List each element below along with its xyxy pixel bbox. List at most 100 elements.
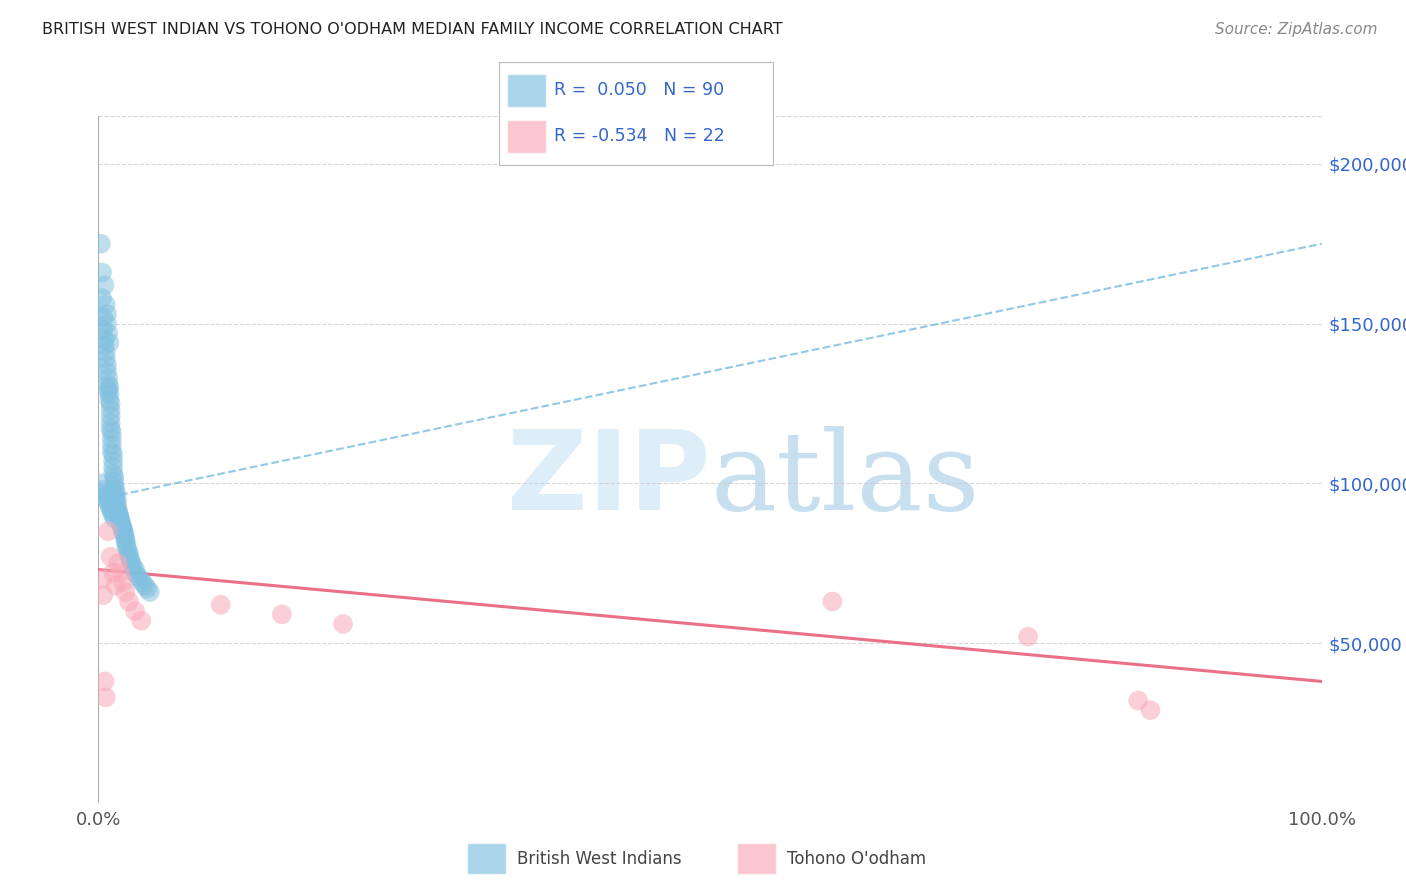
Point (91, 265, 114, 279)
Point (104, 483, 127, 497)
Point (105, 502, 128, 516)
Point (112, 527, 135, 541)
Point (127, 569, 149, 583)
Point (96, 365, 118, 379)
Point (121, 559, 143, 574)
Y-axis label: Median Family Income: Median Family Income (0, 367, 8, 552)
Point (1139, 703, 1161, 717)
Point (104, 578, 127, 592)
Point (97, 371, 120, 385)
Point (91, 310, 114, 325)
Text: atlas: atlas (710, 426, 980, 533)
Point (97, 524, 120, 539)
Point (91, 572, 114, 586)
Text: British West Indians: British West Indians (517, 849, 682, 868)
Point (107, 503, 129, 517)
Point (100, 396, 122, 410)
Point (100, 409, 122, 424)
Point (114, 531, 136, 545)
Text: R = -0.534   N = 22: R = -0.534 N = 22 (554, 128, 724, 145)
Point (103, 475, 125, 489)
Point (93, 339, 115, 353)
Point (136, 582, 159, 596)
Point (101, 467, 124, 481)
Point (91, 323, 114, 337)
Bar (467, 843, 506, 874)
Point (101, 460, 124, 475)
Point (107, 505, 129, 519)
Point (111, 517, 134, 532)
Point (101, 448, 124, 462)
Point (111, 519, 134, 533)
Point (332, 616, 354, 631)
Point (97, 495, 120, 509)
Point (111, 523, 134, 537)
Point (110, 515, 132, 529)
Point (101, 432, 124, 446)
Text: R =  0.050   N = 90: R = 0.050 N = 90 (554, 81, 724, 99)
Point (110, 566, 132, 580)
Point (98, 393, 121, 408)
Point (124, 604, 146, 618)
Point (93, 333, 115, 347)
Point (101, 566, 124, 580)
Point (115, 540, 138, 554)
Point (105, 499, 128, 513)
Point (94, 690, 117, 705)
Point (93, 278, 115, 293)
Point (100, 416, 122, 430)
Point (124, 566, 146, 580)
Point (117, 543, 139, 558)
Point (103, 479, 125, 493)
Point (97, 377, 120, 392)
Point (108, 511, 131, 525)
Point (110, 513, 132, 527)
Bar (508, 74, 546, 106)
Point (91, 483, 114, 497)
Point (107, 556, 129, 570)
Point (105, 495, 128, 509)
Point (129, 572, 152, 586)
Point (1017, 630, 1039, 644)
Point (100, 402, 122, 417)
Point (94, 351, 117, 366)
Point (111, 524, 134, 539)
Point (101, 438, 124, 452)
Point (91, 588, 114, 602)
Text: Source: ZipAtlas.com: Source: ZipAtlas.com (1215, 22, 1378, 37)
Point (100, 502, 122, 516)
Point (101, 505, 124, 519)
Point (115, 537, 138, 551)
Point (97, 326, 120, 341)
Point (112, 525, 135, 540)
Point (101, 454, 124, 468)
Point (110, 516, 132, 531)
Point (118, 547, 141, 561)
Point (93, 486, 115, 500)
Point (120, 556, 142, 570)
Point (98, 380, 121, 394)
Point (98, 499, 121, 513)
Point (134, 578, 156, 592)
Point (100, 422, 122, 436)
Point (101, 425, 124, 440)
Text: Tohono O'odham: Tohono O'odham (787, 849, 927, 868)
Point (104, 486, 127, 500)
Point (103, 470, 125, 484)
Point (118, 549, 141, 564)
Point (120, 553, 142, 567)
Point (111, 521, 134, 535)
Point (98, 387, 121, 401)
Point (1128, 693, 1150, 707)
Point (129, 614, 152, 628)
Point (90, 236, 112, 251)
Bar (508, 120, 546, 153)
Text: BRITISH WEST INDIAN VS TOHONO O'ODHAM MEDIAN FAMILY INCOME CORRELATION CHART: BRITISH WEST INDIAN VS TOHONO O'ODHAM ME… (42, 22, 783, 37)
Point (97, 384, 120, 398)
Point (94, 489, 117, 503)
Point (101, 508, 124, 523)
Point (100, 549, 122, 564)
Point (270, 607, 294, 622)
Point (111, 575, 134, 590)
Point (96, 307, 118, 321)
